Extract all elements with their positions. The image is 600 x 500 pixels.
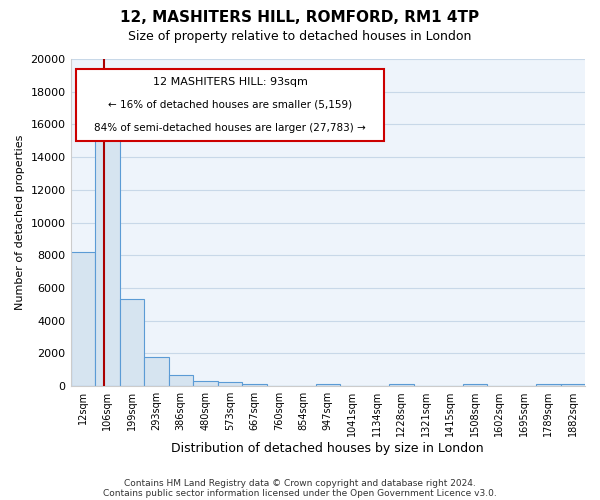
- Bar: [144, 356, 169, 386]
- Bar: [560, 384, 585, 386]
- Text: Contains public sector information licensed under the Open Government Licence v3: Contains public sector information licen…: [103, 488, 497, 498]
- Bar: [71, 252, 95, 386]
- Text: 12, MASHITERS HILL, ROMFORD, RM1 4TP: 12, MASHITERS HILL, ROMFORD, RM1 4TP: [121, 10, 479, 25]
- Text: 84% of semi-detached houses are larger (27,783) →: 84% of semi-detached houses are larger (…: [94, 123, 366, 133]
- Bar: [95, 114, 119, 386]
- Bar: [119, 300, 144, 386]
- X-axis label: Distribution of detached houses by size in London: Distribution of detached houses by size …: [172, 442, 484, 455]
- Bar: [389, 384, 413, 386]
- Text: 12 MASHITERS HILL: 93sqm: 12 MASHITERS HILL: 93sqm: [152, 77, 307, 87]
- Bar: [536, 384, 560, 386]
- Text: Contains HM Land Registry data © Crown copyright and database right 2024.: Contains HM Land Registry data © Crown c…: [124, 478, 476, 488]
- Bar: [218, 382, 242, 386]
- Bar: [169, 374, 193, 386]
- FancyBboxPatch shape: [76, 69, 385, 141]
- Bar: [242, 384, 266, 386]
- Bar: [193, 381, 218, 386]
- Bar: [463, 384, 487, 386]
- Y-axis label: Number of detached properties: Number of detached properties: [15, 135, 25, 310]
- Bar: [316, 384, 340, 386]
- Text: Size of property relative to detached houses in London: Size of property relative to detached ho…: [128, 30, 472, 43]
- Text: ← 16% of detached houses are smaller (5,159): ← 16% of detached houses are smaller (5,…: [108, 100, 352, 110]
